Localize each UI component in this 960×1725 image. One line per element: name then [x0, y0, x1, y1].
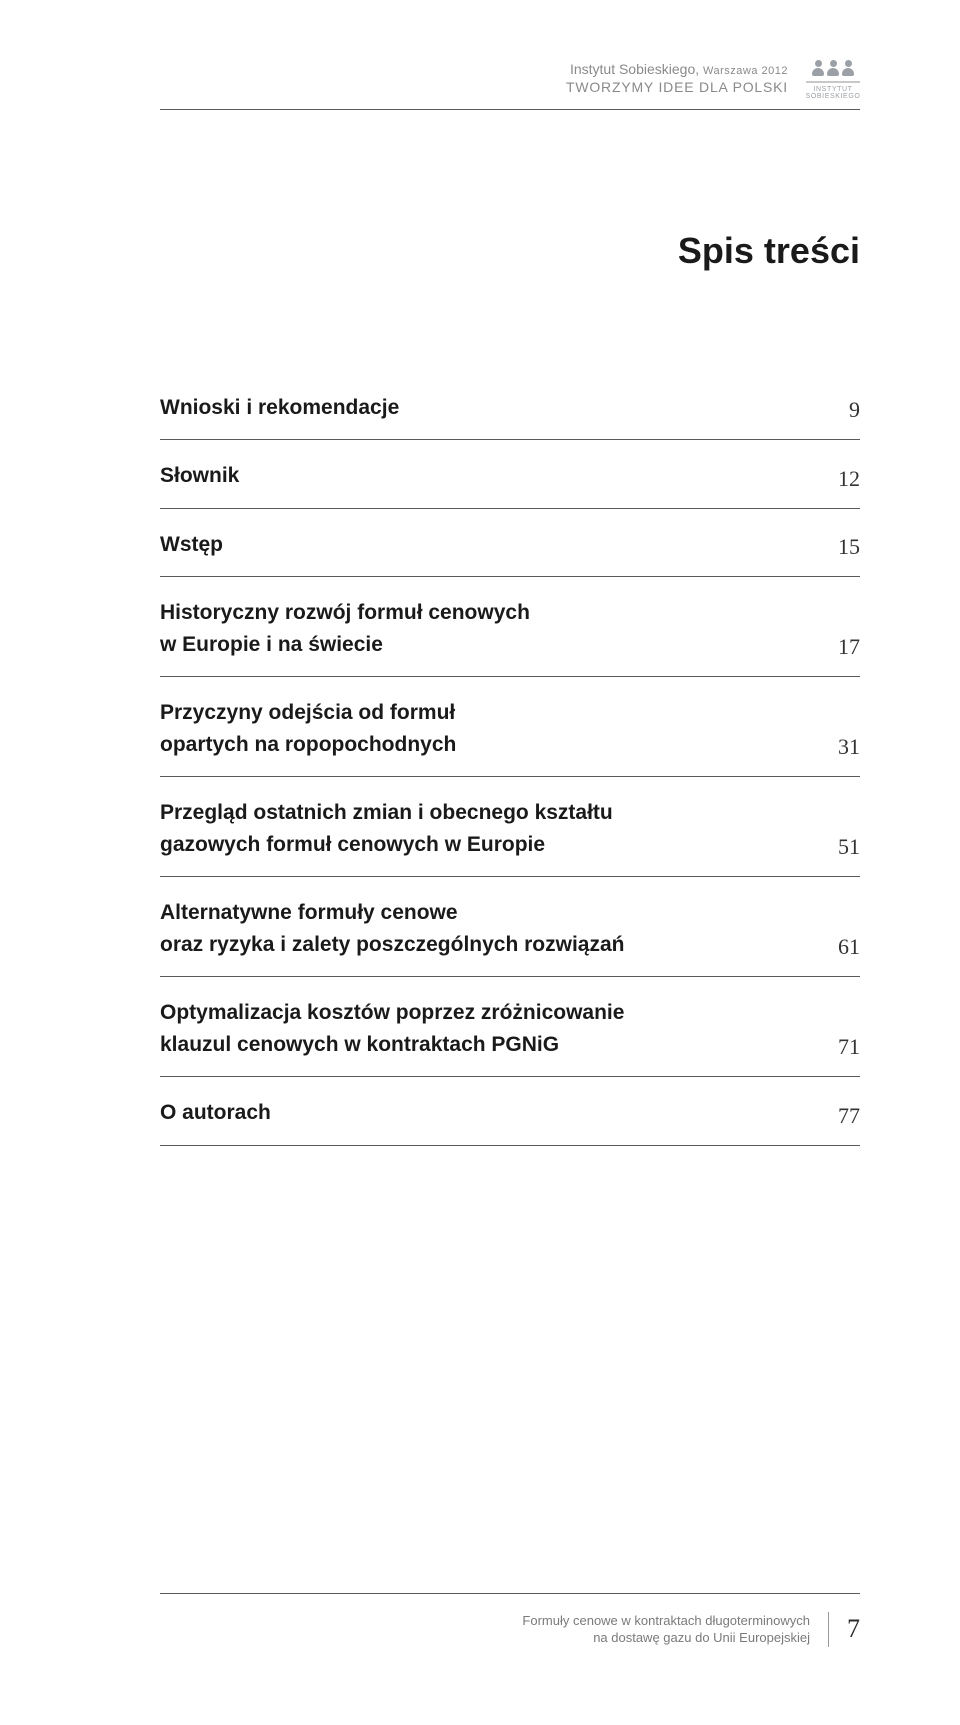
toc-page-number: 15 — [818, 534, 860, 560]
toc-row: Przegląd ostatnich zmian i obecnego kszt… — [160, 777, 860, 877]
toc-label: O autorach — [160, 1097, 271, 1129]
toc-row: Historyczny rozwój formuł cenowychw Euro… — [160, 577, 860, 677]
toc-row: Alternatywne formuły cenoweoraz ryzyka i… — [160, 877, 860, 977]
toc-row: Wstęp 15 — [160, 509, 860, 578]
footer-text: Formuły cenowe w kontraktach długotermin… — [522, 1612, 829, 1647]
toc-page-number: 51 — [818, 834, 860, 860]
footer-line2: na dostawę gazu do Unii Europejskiej — [593, 1630, 810, 1645]
logo-label-line2: SOBIESKIEGO — [806, 93, 861, 100]
logo-label-line1: INSTYTUT — [813, 86, 852, 93]
footer-row: Formuły cenowe w kontraktach długotermin… — [160, 1612, 860, 1647]
institute-logo-icon: INSTYTUT SOBIESKIEGO — [806, 60, 860, 101]
toc-page-number: 17 — [818, 634, 860, 660]
header-text-block: Instytut Sobieskiego, Warszawa 2012 TWOR… — [566, 60, 788, 96]
toc-row: Optymalizacja kosztów poprzez zróżnicowa… — [160, 977, 860, 1077]
toc-label: Historyczny rozwój formuł cenowychw Euro… — [160, 597, 530, 660]
page-header: Instytut Sobieskiego, Warszawa 2012 TWOR… — [160, 60, 860, 101]
toc-label: Przegląd ostatnich zmian i obecnego kszt… — [160, 797, 613, 860]
toc-label: Słownik — [160, 460, 239, 492]
toc-label: Wnioski i rekomendacje — [160, 392, 399, 424]
header-institute: Instytut Sobieskiego, — [570, 61, 699, 77]
table-of-contents: Wnioski i rekomendacje 9 Słownik 12 Wstę… — [160, 372, 860, 1146]
header-institute-line: Instytut Sobieskiego, Warszawa 2012 — [566, 60, 788, 78]
page-title: Spis treści — [160, 230, 860, 272]
logo-divider — [806, 81, 860, 83]
footer-rule — [160, 1593, 860, 1594]
page-footer: Formuły cenowe w kontraktach długotermin… — [160, 1593, 860, 1647]
footer-page-number: 7 — [847, 1614, 860, 1644]
logo-label: INSTYTUT SOBIESKIEGO — [806, 86, 861, 101]
toc-label: Przyczyny odejścia od formułopartych na … — [160, 697, 456, 760]
header-tagline: TWORZYMY IDEE DLA POLSKI — [566, 78, 788, 96]
toc-label: Alternatywne formuły cenoweoraz ryzyka i… — [160, 897, 625, 960]
toc-page-number: 77 — [818, 1103, 860, 1129]
toc-page-number: 12 — [818, 466, 860, 492]
toc-label: Wstęp — [160, 529, 223, 561]
toc-page-number: 9 — [829, 397, 860, 423]
toc-row: Przyczyny odejścia od formułopartych na … — [160, 677, 860, 777]
toc-row: Wnioski i rekomendacje 9 — [160, 372, 860, 441]
footer-line1: Formuły cenowe w kontraktach długotermin… — [522, 1613, 810, 1628]
toc-row: Słownik 12 — [160, 440, 860, 509]
toc-label: Optymalizacja kosztów poprzez zróżnicowa… — [160, 997, 624, 1060]
toc-page-number: 71 — [818, 1034, 860, 1060]
toc-page-number: 31 — [818, 734, 860, 760]
page: Instytut Sobieskiego, Warszawa 2012 TWOR… — [0, 0, 960, 1725]
toc-page-number: 61 — [818, 934, 860, 960]
header-rule — [160, 109, 860, 110]
header-city-year: Warszawa 2012 — [703, 65, 788, 77]
toc-row: O autorach 77 — [160, 1077, 860, 1146]
logo-people-icon — [812, 60, 854, 76]
